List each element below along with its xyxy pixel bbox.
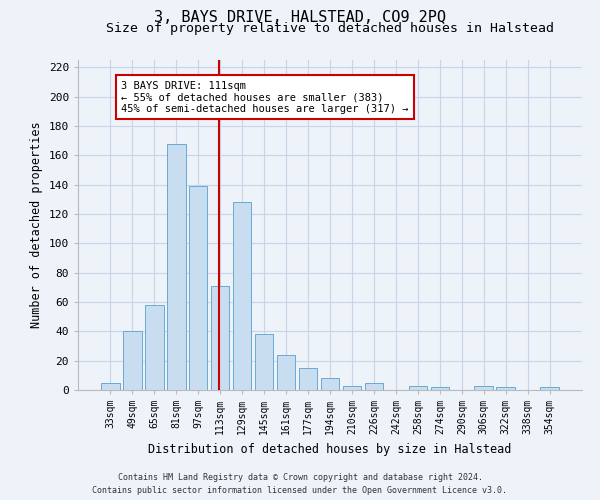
Bar [431,387,449,390]
Bar [167,144,185,390]
Title: Size of property relative to detached houses in Halstead: Size of property relative to detached ho… [106,22,554,35]
Bar [541,387,559,390]
Bar [409,386,427,390]
Bar [277,355,295,390]
Text: Contains HM Land Registry data © Crown copyright and database right 2024.
Contai: Contains HM Land Registry data © Crown c… [92,473,508,495]
Bar [233,202,251,390]
Bar [320,378,340,390]
Bar [365,382,383,390]
Bar [189,186,208,390]
Bar [343,386,361,390]
Bar [123,332,142,390]
Bar [211,286,229,390]
Bar [145,305,164,390]
X-axis label: Distribution of detached houses by size in Halstead: Distribution of detached houses by size … [148,442,512,456]
Text: 3, BAYS DRIVE, HALSTEAD, CO9 2PQ: 3, BAYS DRIVE, HALSTEAD, CO9 2PQ [154,10,446,25]
Bar [255,334,274,390]
Bar [496,387,515,390]
Bar [475,386,493,390]
Bar [299,368,317,390]
Bar [101,382,119,390]
Y-axis label: Number of detached properties: Number of detached properties [30,122,43,328]
Text: 3 BAYS DRIVE: 111sqm
← 55% of detached houses are smaller (383)
45% of semi-deta: 3 BAYS DRIVE: 111sqm ← 55% of detached h… [121,80,409,114]
